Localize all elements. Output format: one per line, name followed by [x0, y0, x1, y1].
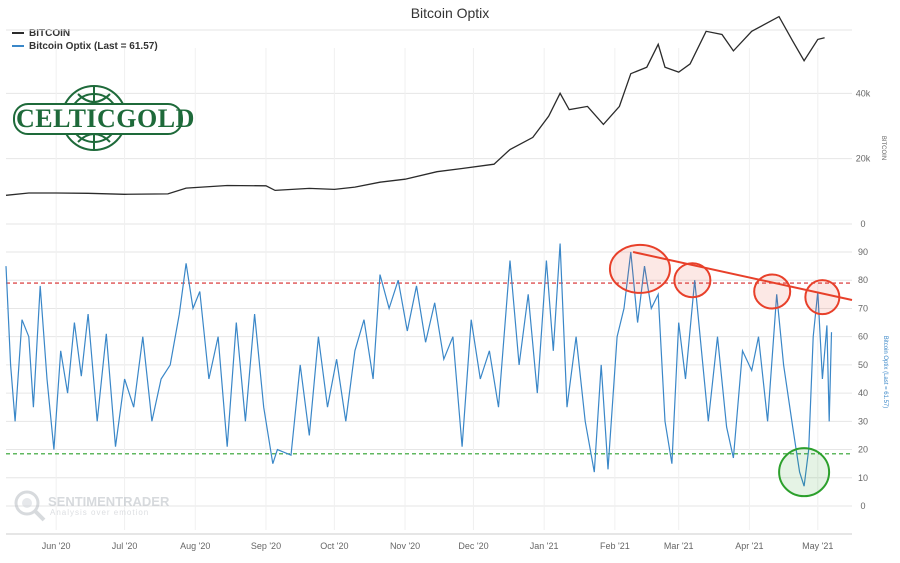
optix-y-tick-label: 20 [858, 445, 868, 455]
legend-swatch-bitcoin [12, 32, 24, 35]
logo-knot-icon [13, 85, 183, 151]
price-y-tick-label: 0 [860, 219, 865, 229]
watermark-tagline: Analysis over emotion [50, 508, 150, 517]
optix-y-tick-label: 10 [858, 473, 868, 483]
overbought-highlight-circle [673, 262, 712, 299]
sentimentrader-watermark: SENTIMENTRADER Analysis over emotion [12, 488, 169, 529]
optix-y-tick-label: 90 [858, 247, 868, 257]
legend: BITCOIN Bitcoin Optix (Last = 61.57) [12, 27, 158, 53]
optix-y-tick-label: 30 [858, 416, 868, 426]
x-tick-label: Jan '21 [530, 541, 559, 551]
optix-y-tick-label: 70 [858, 303, 868, 313]
price-y-tick-label: 20k [856, 154, 871, 164]
overbought-highlight-circle [608, 243, 671, 294]
bitcoin-price-line [5, 15, 825, 196]
x-tick-label: Dec '20 [458, 541, 488, 551]
legend-item-bitcoin[interactable]: BITCOIN [12, 27, 158, 40]
x-tick-label: Jul '20 [112, 541, 138, 551]
overbought-highlight-circle [804, 279, 841, 316]
chart-title: Bitcoin Optix [410, 5, 490, 21]
celticgold-logo: CELTICGOLD [12, 82, 194, 157]
x-tick-label: Sep '20 [251, 541, 281, 551]
optix-y-tick-label: 40 [858, 388, 868, 398]
legend-swatch-optix [12, 45, 24, 48]
watermark-title: SENTIMENTRADER [48, 494, 170, 509]
optix-y-tick-label: 50 [858, 360, 868, 370]
resistance-trendline [632, 251, 853, 301]
overbought-highlight-circle [753, 273, 792, 310]
x-tick-label: Mar '21 [664, 541, 694, 551]
magnifier-icon [14, 490, 46, 522]
optix-axis-label: Bitcoin Optix (Last = 61.57) [882, 336, 888, 409]
x-tick-label: Oct '20 [320, 541, 348, 551]
price-axis-label: BITCOIN [880, 136, 886, 160]
logo-text: CELTICGOLD [16, 104, 195, 133]
x-tick-label: May '21 [802, 541, 833, 551]
x-tick-label: Feb '21 [600, 541, 630, 551]
price-y-tick-label: 40k [856, 88, 871, 98]
legend-label-optix: Bitcoin Optix (Last = 61.57) [29, 41, 158, 52]
oversold-highlight-circle [778, 447, 831, 498]
x-tick-label: Aug '20 [180, 541, 210, 551]
x-tick-label: Jun '20 [42, 541, 71, 551]
optix-line [5, 243, 833, 487]
legend-label-bitcoin: BITCOIN [29, 28, 71, 39]
legend-item-optix[interactable]: Bitcoin Optix (Last = 61.57) [12, 40, 158, 53]
optix-y-tick-label: 0 [860, 501, 865, 511]
optix-y-tick-label: 60 [858, 332, 868, 342]
x-tick-label: Apr '21 [735, 541, 763, 551]
optix-y-tick-label: 80 [858, 275, 868, 285]
x-tick-label: Nov '20 [390, 541, 420, 551]
